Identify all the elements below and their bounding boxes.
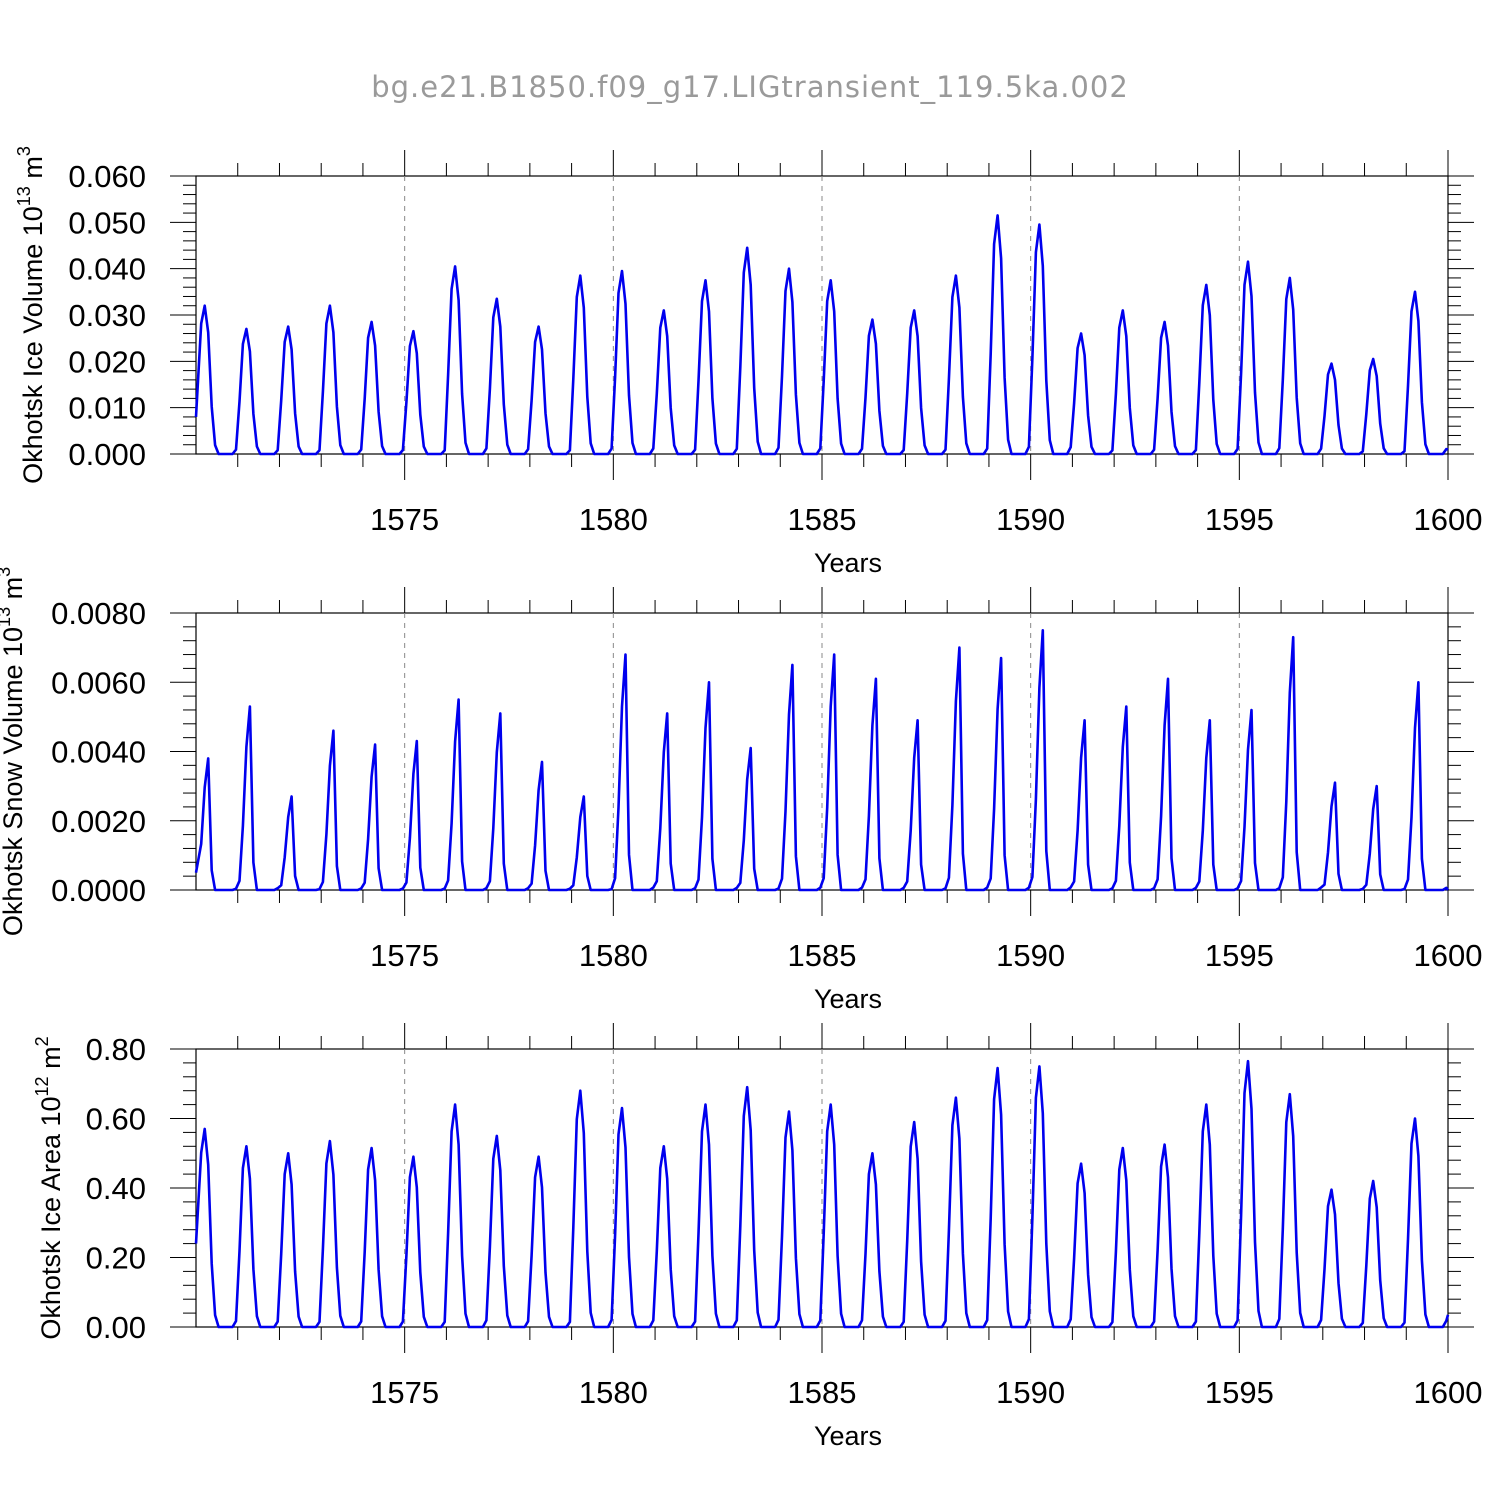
x-tick-label: 1595	[1205, 938, 1274, 973]
y-tick-label: 0.60	[86, 1102, 146, 1137]
x-axis-title: Years	[814, 984, 882, 1014]
y-axis-title: Okhotsk Ice Volume 1013 m3	[14, 146, 48, 484]
y-tick-label: 0.0000	[51, 873, 146, 908]
y-tick-label: 0.20	[86, 1241, 146, 1276]
y-tick-label: 0.020	[68, 344, 146, 379]
y-tick-label: 0.0080	[51, 596, 146, 631]
series-line	[194, 629, 1450, 892]
x-tick-label: 1575	[370, 1375, 439, 1410]
series-line	[194, 214, 1449, 456]
x-tick-label: 1600	[1414, 938, 1483, 973]
x-tick-label: 1580	[579, 502, 648, 537]
y-tick-label: 0.0060	[51, 665, 146, 700]
x-tick-label: 1590	[996, 938, 1065, 973]
y-tick-label: 0.0020	[51, 804, 146, 839]
x-tick-label: 1585	[788, 938, 857, 973]
x-tick-label: 1575	[370, 502, 439, 537]
y-tick-label: 0.040	[68, 252, 146, 287]
y-axis-title: Okhotsk Snow Volume 1013 m3	[0, 567, 28, 936]
x-tick-label: 1600	[1414, 502, 1483, 537]
x-axis-title: Years	[814, 1421, 882, 1451]
ice-volume-panel: 0.000 0.010 0.020 0.030 0.040 0.050 0.060 1575 1…	[14, 146, 1482, 578]
y-tick-label: 0.000	[68, 437, 146, 472]
y-tick-label: 0.030	[68, 298, 146, 333]
snow-volume-panel: 0.0000 0.0020 0.0040 0.0060 0.0080 1575 1580 15…	[0, 567, 1482, 1014]
y-tick-label: 0.060	[68, 159, 146, 194]
x-tick-label: 1585	[788, 1375, 857, 1410]
x-tick-label: 1595	[1205, 1375, 1274, 1410]
x-tick-label: 1585	[788, 502, 857, 537]
y-tick-label: 0.010	[68, 391, 146, 426]
x-tick-label: 1575	[370, 938, 439, 973]
y-tick-label: 0.00	[86, 1310, 146, 1345]
x-tick-label: 1580	[579, 1375, 648, 1410]
x-tick-label: 1590	[996, 502, 1065, 537]
y-tick-label: 0.050	[68, 205, 146, 240]
x-axis-title: Years	[814, 548, 882, 578]
ice-area-panel: 0.00 0.20 0.40 0.60 0.80 1575 1580 1585 1590 1595…	[32, 1023, 1482, 1451]
x-tick-label: 1580	[579, 938, 648, 973]
x-tick-label: 1590	[996, 1375, 1065, 1410]
y-tick-label: 0.0040	[51, 735, 146, 770]
y-tick-label: 0.80	[86, 1032, 146, 1067]
y-axis-title: Okhotsk Ice Area 1012 m2	[32, 1036, 66, 1339]
x-tick-label: 1595	[1205, 502, 1274, 537]
x-tick-label: 1600	[1414, 1375, 1483, 1410]
page-title: bg.e21.B1850.f09_g17.LIGtransient_119.5k…	[371, 70, 1129, 104]
y-tick-label: 0.40	[86, 1171, 146, 1206]
series-line	[194, 1059, 1450, 1329]
